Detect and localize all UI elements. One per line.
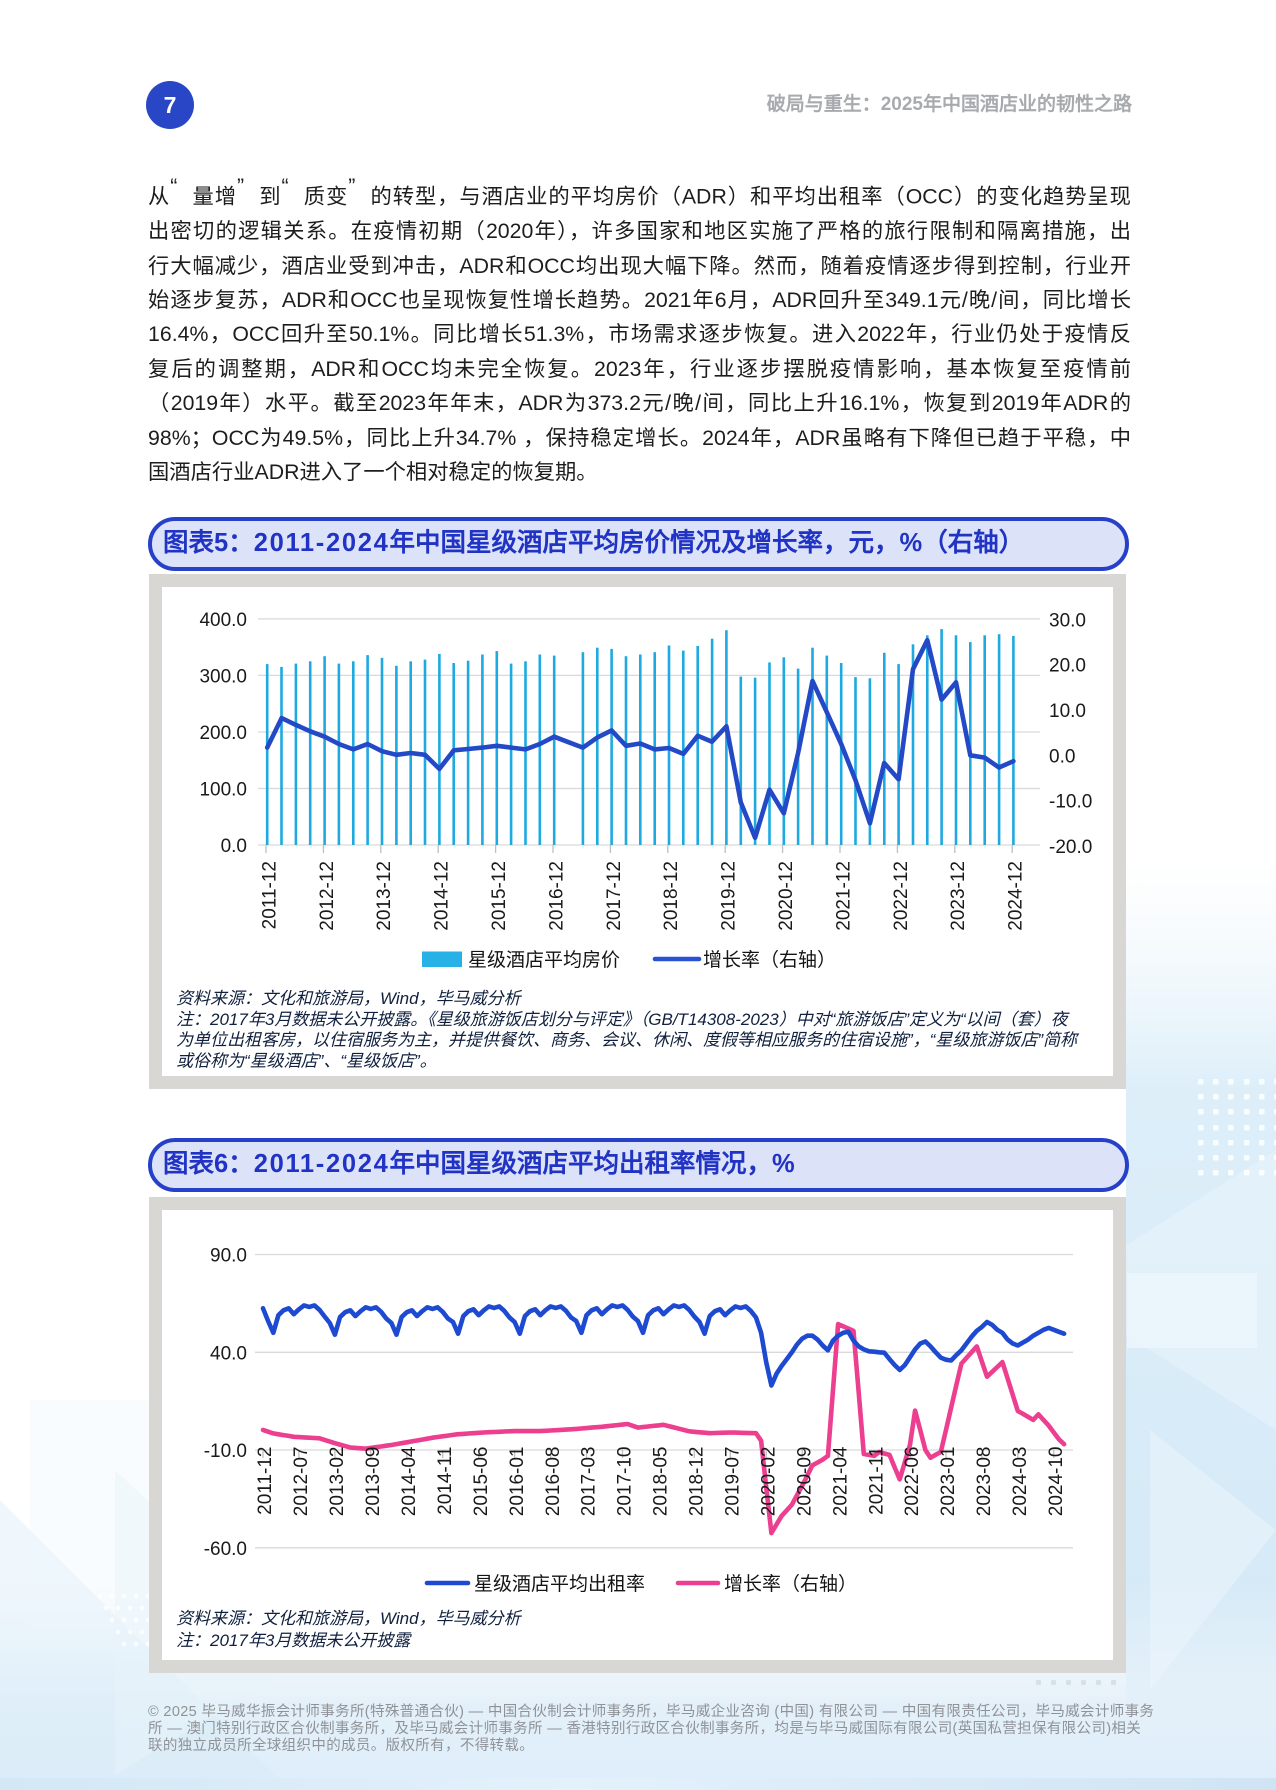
- svg-text:2017-03: 2017-03: [579, 1447, 600, 1517]
- svg-text:增长率（右轴）: 增长率（右轴）: [724, 1573, 857, 1595]
- svg-text:2020-12: 2020-12: [776, 861, 797, 931]
- svg-text:90.0: 90.0: [210, 1246, 247, 1267]
- svg-text:2019-12: 2019-12: [719, 861, 740, 931]
- svg-text:2020-09: 2020-09: [794, 1447, 815, 1517]
- svg-text:2013-09: 2013-09: [363, 1447, 384, 1517]
- svg-text:注：2017年3月数据未公开披露。《星级旅游饭店划分与评定》: 注：2017年3月数据未公开披露。《星级旅游饭店划分与评定》（GB/T14308…: [176, 1010, 1071, 1029]
- svg-text:200.0: 200.0: [199, 723, 247, 744]
- svg-text:2013-12: 2013-12: [374, 861, 395, 931]
- svg-text:2015-12: 2015-12: [489, 861, 510, 931]
- svg-text:资料来源：文化和旅游局，Wind，毕马威分析: 资料来源：文化和旅游局，Wind，毕马威分析: [176, 989, 523, 1008]
- svg-text:2024-12: 2024-12: [1006, 861, 1027, 931]
- svg-text:2016-08: 2016-08: [543, 1447, 564, 1517]
- svg-text:2022-06: 2022-06: [902, 1447, 923, 1517]
- svg-text:-20.0: -20.0: [1049, 837, 1092, 858]
- svg-text:10.0: 10.0: [1049, 701, 1086, 722]
- svg-text:2014-04: 2014-04: [399, 1446, 420, 1516]
- svg-text:或俗称为“星级酒店”、“星级饭店”。: 或俗称为“星级酒店”、“星级饭店”。: [176, 1051, 437, 1070]
- svg-text:2024-10: 2024-10: [1046, 1447, 1067, 1517]
- svg-text:星级酒店平均出租率: 星级酒店平均出租率: [474, 1573, 645, 1595]
- svg-text:2017-10: 2017-10: [615, 1447, 636, 1517]
- svg-text:2018-12: 2018-12: [661, 861, 682, 931]
- svg-text:2018-12: 2018-12: [687, 1447, 708, 1517]
- svg-text:2023-08: 2023-08: [974, 1447, 995, 1517]
- svg-text:2011-12: 2011-12: [255, 1447, 276, 1515]
- svg-text:400.0: 400.0: [199, 610, 247, 631]
- svg-text:2012-07: 2012-07: [291, 1447, 312, 1517]
- svg-text:星级酒店平均房价: 星级酒店平均房价: [468, 949, 620, 971]
- svg-text:2017-12: 2017-12: [604, 861, 625, 931]
- svg-text:增长率（右轴）: 增长率（右轴）: [703, 949, 836, 971]
- svg-text:2021-12: 2021-12: [833, 861, 854, 931]
- svg-text:资料来源：文化和旅游局，Wind，毕马威分析: 资料来源：文化和旅游局，Wind，毕马威分析: [176, 1609, 523, 1628]
- svg-text:2023-01: 2023-01: [938, 1447, 959, 1517]
- svg-text:2021-04: 2021-04: [830, 1446, 851, 1516]
- svg-text:0.0: 0.0: [221, 836, 247, 857]
- svg-text:2023-12: 2023-12: [948, 861, 969, 931]
- svg-text:-60.0: -60.0: [204, 1539, 247, 1560]
- svg-text:100.0: 100.0: [199, 780, 247, 801]
- svg-text:2021-11: 2021-11: [866, 1447, 887, 1515]
- svg-text:2012-12: 2012-12: [317, 861, 338, 931]
- svg-text:2014-11: 2014-11: [435, 1447, 456, 1515]
- svg-text:30.0: 30.0: [1049, 610, 1086, 631]
- svg-text:2013-02: 2013-02: [327, 1447, 348, 1517]
- svg-text:2019-07: 2019-07: [723, 1447, 744, 1517]
- svg-text:2011-12: 2011-12: [259, 861, 280, 929]
- svg-text:300.0: 300.0: [199, 666, 247, 687]
- svg-text:2018-05: 2018-05: [651, 1447, 672, 1517]
- svg-text:注：2017年3月数据未公开披露: 注：2017年3月数据未公开披露: [176, 1631, 412, 1650]
- svg-text:2014-12: 2014-12: [432, 861, 453, 931]
- svg-text:2024-03: 2024-03: [1010, 1447, 1031, 1517]
- svg-text:2020-02: 2020-02: [758, 1447, 779, 1517]
- svg-text:2016-12: 2016-12: [546, 861, 567, 931]
- svg-text:40.0: 40.0: [210, 1343, 247, 1364]
- svg-text:-10.0: -10.0: [204, 1441, 247, 1462]
- svg-text:20.0: 20.0: [1049, 656, 1086, 677]
- svg-text:-10.0: -10.0: [1049, 792, 1092, 813]
- svg-text:0.0: 0.0: [1049, 746, 1075, 767]
- svg-text:2015-06: 2015-06: [471, 1447, 492, 1517]
- svg-text:为单位出租客房，以住宿服务为主，并提供餐饮、商务、会议、休闲: 为单位出租客房，以住宿服务为主，并提供餐饮、商务、会议、休闲、度假等相应服务的住…: [176, 1031, 1080, 1050]
- svg-text:2022-12: 2022-12: [891, 861, 912, 931]
- svg-text:2016-01: 2016-01: [507, 1447, 528, 1517]
